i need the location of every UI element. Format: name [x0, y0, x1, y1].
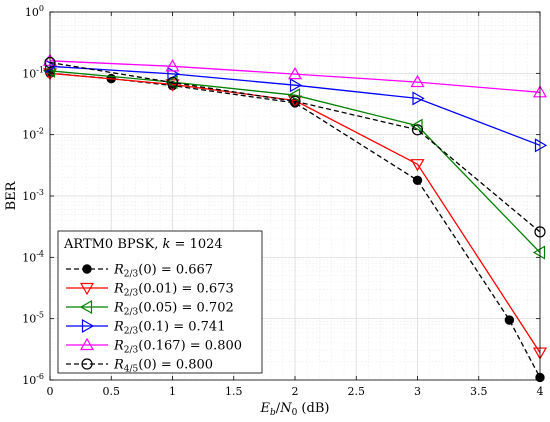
y-tick-label: 10-5	[22, 311, 44, 326]
data-point	[412, 175, 423, 186]
legend-item: R4/5(0) = 0.800	[66, 358, 213, 375]
data-point	[412, 91, 425, 106]
y-tick-label: 10-3	[22, 188, 44, 203]
legend-item: R2/3(0.05) = 0.702	[66, 299, 234, 318]
y-tick-label: 10-6	[22, 372, 44, 387]
legend-title: ARTM0 BPSK, k = 1024	[63, 237, 223, 252]
x-tick-label: 3.5	[470, 385, 488, 398]
legend-item: R2/3(0.167) = 0.800	[66, 337, 242, 356]
x-tick-label: 0.5	[103, 385, 121, 398]
legend-marker	[79, 282, 95, 296]
data-point	[44, 59, 58, 74]
legend: ARTM0 BPSK, k = 1024 R2/3(0) = 0.667R2/3…	[57, 230, 263, 375]
legend-label: R2/3(0.1) = 0.741	[113, 320, 225, 337]
legend-label: R2/3(0.01) = 0.673	[113, 282, 234, 299]
x-tick-label: 1.5	[225, 385, 243, 398]
x-tick-label: 4	[537, 385, 544, 398]
data-point	[410, 159, 425, 172]
data-point	[287, 66, 303, 80]
data-point	[410, 74, 425, 88]
x-tick-label: 1	[169, 385, 176, 398]
data-point	[287, 88, 301, 103]
y-tick-label: 10-4	[22, 249, 44, 264]
legend-marker	[79, 299, 93, 315]
data-point	[534, 138, 548, 153]
data-point	[289, 78, 303, 93]
data-point	[411, 124, 424, 136]
legend-items: R2/3(0) = 0.667 R2/3(0.01) = 0.673 R2/3(0.…	[66, 263, 242, 375]
x-tick-label: 2.5	[348, 385, 366, 398]
series-2	[42, 68, 548, 360]
series-line	[49, 72, 541, 353]
series-line	[49, 70, 541, 253]
data-point	[504, 315, 515, 325]
legend-item: R2/3(0.1) = 0.741	[66, 318, 225, 337]
legend-item: R2/3(0.01) = 0.673	[66, 282, 234, 299]
y-tick-label: 10-2	[22, 127, 44, 142]
legend-label: R2/3(0) = 0.667	[113, 263, 213, 280]
tick-marks	[49, 11, 541, 381]
legend-label: R2/3(0.05) = 0.702	[113, 301, 234, 318]
x-axis-label: Eb/N0 (dB)	[260, 401, 330, 418]
x-tick-label: 0	[47, 385, 54, 398]
legend-label: R2/3(0.167) = 0.800	[113, 339, 242, 356]
data-point	[532, 245, 546, 260]
data-point	[410, 118, 423, 133]
y-tick-labels: 100 10-1 10-2 10-3 10-4 10-5 10-6	[22, 4, 44, 387]
data-point	[165, 79, 180, 92]
y-axis-label: BER	[4, 180, 19, 210]
legend-label: R4/5(0) = 0.800	[113, 358, 213, 375]
series-layer	[42, 53, 548, 383]
series-line	[49, 61, 541, 233]
legend-marker	[81, 318, 95, 334]
x-tick-label: 2	[292, 385, 299, 398]
data-point	[165, 59, 180, 72]
x-tick-label: 3	[414, 385, 421, 398]
series-line	[49, 65, 541, 146]
legend-marker	[82, 264, 92, 274]
y-tick-label: 100	[25, 4, 44, 19]
legend-marker	[79, 337, 95, 351]
legend-marker	[81, 358, 93, 370]
x-tick-labels: 0 0.5 1 1.5 2 2.5 3 3.5 4	[47, 385, 544, 398]
series-line	[49, 60, 541, 93]
legend-item: R2/3(0) = 0.667	[66, 263, 213, 280]
series-4	[44, 59, 548, 153]
y-tick-label: 10-1	[22, 65, 44, 80]
data-point	[289, 95, 301, 107]
data-point	[166, 76, 179, 89]
